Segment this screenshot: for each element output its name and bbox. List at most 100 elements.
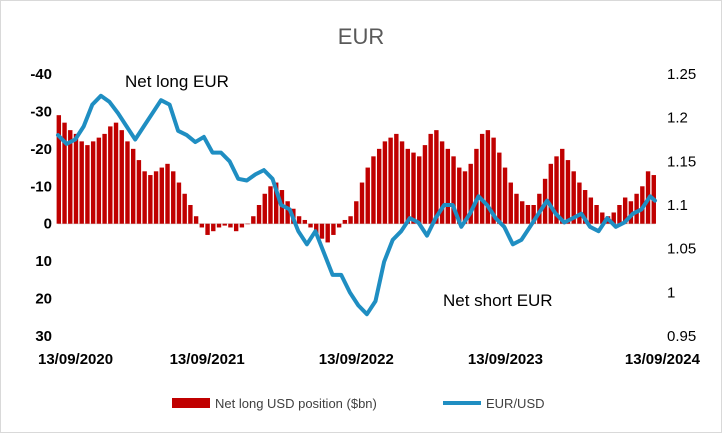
bar [228, 223, 233, 228]
y-left-tick-label: -30 [30, 103, 52, 120]
bar [611, 212, 616, 224]
y-left-tick-label: 20 [35, 291, 52, 308]
bar [274, 182, 279, 224]
bar [422, 145, 428, 224]
bar [439, 141, 445, 224]
bar [519, 201, 525, 224]
bar [582, 190, 588, 224]
y-left-tick-label: -10 [30, 178, 52, 195]
legend-line-label: EUR/USD [486, 396, 545, 411]
bar [68, 130, 73, 224]
y-right-tick-label: 0.95 [667, 328, 696, 345]
bar [85, 145, 90, 224]
y-left-tick-label: 0 [44, 216, 52, 233]
bar [245, 223, 250, 225]
bar [285, 201, 290, 224]
bar [617, 205, 622, 224]
bar [508, 182, 513, 224]
bar [153, 171, 159, 224]
y-right-tick-label: 1 [667, 284, 675, 301]
bar [525, 205, 531, 224]
bar [371, 156, 376, 224]
bar [331, 223, 336, 235]
bar [594, 205, 599, 224]
bar [165, 163, 170, 224]
bar [296, 216, 302, 224]
bar [388, 137, 393, 224]
bar [348, 216, 353, 224]
bar [102, 133, 107, 224]
bar [479, 133, 485, 224]
bar [119, 130, 124, 224]
y-right-tick-label: 1.15 [667, 153, 696, 170]
axis-layer: -40 -30 -20 -10 0 10 20 30 1.25 1.2 1.15 1.1 1.05 1 0.… [30, 66, 700, 368]
bar [445, 148, 451, 224]
bar [211, 223, 216, 232]
bar [73, 133, 79, 224]
bar [342, 219, 348, 224]
bar [457, 167, 462, 224]
bar [130, 148, 136, 224]
x-tick-label: 13/09/2023 [468, 351, 543, 368]
bar [376, 148, 382, 224]
bar [193, 216, 199, 224]
bar [571, 171, 576, 224]
bar [560, 148, 565, 224]
bar [382, 141, 388, 224]
bar [428, 133, 433, 224]
bar [359, 182, 365, 224]
bar [56, 115, 62, 224]
bar [268, 186, 273, 224]
bar [577, 182, 582, 224]
bar [548, 163, 554, 224]
bar [256, 205, 262, 224]
bar [474, 148, 479, 224]
bar [468, 163, 473, 224]
bar [588, 197, 594, 224]
bar [531, 205, 536, 224]
bar [502, 167, 508, 224]
legend-bar-label: Net long USD position ($bn) [215, 396, 377, 411]
bar [159, 167, 164, 224]
bar [628, 201, 634, 224]
x-tick-label: 13/09/2024 [625, 351, 701, 368]
x-tick-label: 13/09/2022 [319, 351, 394, 368]
bar [262, 193, 267, 224]
bar [136, 160, 142, 224]
bar [634, 193, 639, 224]
bar [325, 223, 330, 243]
bar [491, 137, 496, 224]
bar [600, 212, 605, 224]
line-series-layer [56, 93, 657, 317]
bar [233, 223, 239, 232]
annotation-net-long: Net long EUR [125, 72, 229, 91]
bar [497, 152, 502, 224]
bar [216, 223, 222, 228]
bar [79, 141, 84, 224]
y-right-tick-label: 1.1 [667, 197, 688, 214]
bar [188, 205, 193, 224]
bar [90, 141, 96, 224]
bar [354, 201, 359, 224]
bar [222, 223, 227, 226]
bar [205, 223, 210, 235]
bar [405, 148, 410, 224]
y-left-tick-label: 10 [35, 253, 52, 270]
bar [171, 171, 176, 224]
bar [565, 160, 571, 224]
bar [319, 223, 325, 239]
bar [451, 156, 456, 224]
bar [199, 223, 205, 228]
bar [239, 223, 245, 228]
bar [411, 152, 416, 224]
legend-bar-swatch [172, 398, 210, 408]
bar [142, 171, 147, 224]
bar [308, 223, 313, 228]
bar [62, 122, 67, 224]
y-left-tick-label: -20 [30, 141, 52, 158]
bar [399, 141, 405, 224]
bar [148, 175, 153, 224]
bar [113, 122, 119, 224]
legend: Net long USD position ($bn) EUR/USD [172, 396, 545, 411]
